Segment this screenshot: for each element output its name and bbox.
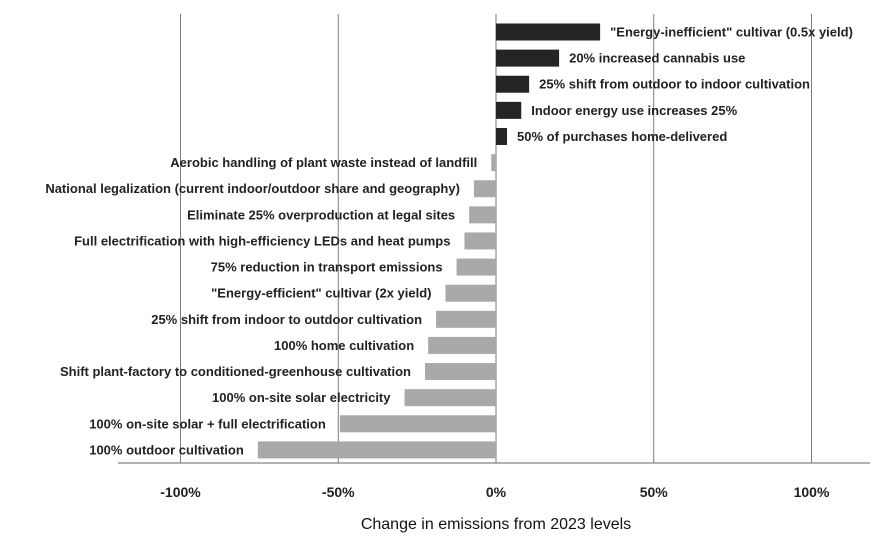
bar (436, 310, 496, 328)
bar (257, 441, 496, 459)
bar (445, 284, 496, 302)
x-axis-title: Change in emissions from 2023 levels (361, 516, 631, 533)
category-label: 50% of purchases home-delivered (517, 129, 727, 144)
category-label: 100% home cultivation (274, 338, 414, 353)
bar (425, 363, 496, 381)
x-tick-label: -100% (160, 484, 201, 500)
x-tick-label: -50% (322, 484, 355, 500)
category-label: 100% on-site solar + full electrificatio… (89, 416, 326, 431)
category-label: "Energy-efficient" cultivar (2x yield) (211, 286, 431, 301)
bar (496, 75, 530, 93)
category-label: Indoor energy use increases 25% (531, 103, 737, 118)
x-tick-label: 0% (486, 484, 507, 500)
category-label: 25% shift from outdoor to indoor cultiva… (539, 77, 810, 92)
bar (456, 258, 496, 276)
x-tick-label: 50% (640, 484, 669, 500)
bar-series (257, 23, 601, 459)
category-label: 100% on-site solar electricity (212, 390, 391, 405)
bar (464, 232, 496, 250)
bar (496, 127, 508, 145)
bar (428, 336, 496, 354)
x-tick-labels: -100% -50% 0% 50% 100% (160, 484, 830, 500)
bar (491, 154, 496, 172)
category-label: 25% shift from indoor to outdoor cultiva… (151, 312, 422, 327)
bar (473, 180, 496, 198)
bar (404, 389, 496, 407)
bar (496, 23, 601, 41)
bar (496, 101, 522, 119)
category-label: Eliminate 25% overproduction at legal si… (187, 207, 455, 222)
bar (339, 415, 496, 433)
category-label: Aerobic handling of plant waste instead … (170, 155, 477, 170)
category-label: National legalization (current indoor/ou… (45, 181, 460, 196)
category-label: 20% increased cannabis use (569, 51, 745, 66)
category-label: Shift plant-factory to conditioned-green… (60, 364, 411, 379)
bar (469, 206, 496, 224)
x-tick-label: 100% (794, 484, 830, 500)
category-label: 100% outdoor cultivation (89, 442, 244, 457)
category-label: 75% reduction in transport emissions (211, 260, 443, 275)
category-label: Full electrification with high-efficienc… (74, 233, 450, 248)
category-label: "Energy-inefficient" cultivar (0.5x yiel… (610, 25, 853, 40)
category-labels: "Energy-inefficient" cultivar (0.5x yiel… (45, 25, 853, 458)
bar (496, 49, 560, 67)
